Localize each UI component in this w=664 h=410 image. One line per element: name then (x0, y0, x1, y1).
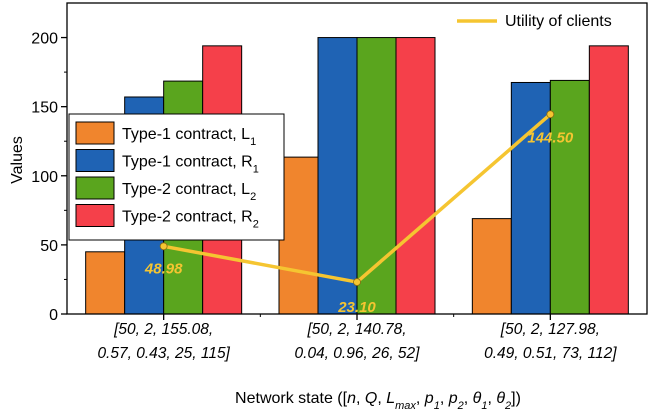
x-tick-label: 0.49, 0.51, 73, 112] (484, 345, 617, 362)
utility-data-label: 23.10 (337, 299, 376, 316)
bar-series-4-cat-3 (588, 45, 629, 315)
y-tick-label: 50 (40, 238, 58, 255)
legend-swatch (75, 121, 115, 145)
legend-label: Type-2 contract, R2 (122, 209, 259, 231)
utility-point (159, 242, 168, 251)
utility-point (353, 278, 361, 286)
utility-line-layer: 48.98 23.10 144.50 (144, 110, 574, 316)
utility-data-label: 144.50 (527, 129, 574, 146)
bar-series-4-cat-2 (395, 37, 436, 315)
x-tick-label: [50, 2, 155.08, (113, 321, 213, 338)
utility-point (546, 110, 555, 119)
legend-swatch (75, 176, 115, 200)
x-tick-label: [50, 2, 140.78, (306, 321, 406, 338)
legend-swatch (75, 204, 115, 227)
x-tick-label: 0.57, 0.43, 25, 115] (97, 345, 230, 362)
axes-layer: 0 50 100 150 200 [50, 2, 155.08, 0.57, 0.43, 2… (31, 2, 648, 362)
legend-label: Type-1 contract, L1 (122, 126, 256, 148)
bar-series-3-cat-2 (356, 37, 397, 315)
bar-series-2-cat-2 (317, 37, 358, 315)
legend-label: Type-1 contract, R1 (122, 154, 259, 176)
bar-series-1-cat-2 (278, 156, 319, 315)
bar-series-1-cat-1 (85, 251, 126, 315)
y-tick-label: 0 (49, 307, 58, 324)
bar-series-3-cat-3 (549, 79, 590, 315)
x-axis-title: Network state ([n, Q, Lmax, p1, p2, θ1, … (235, 390, 521, 410)
bar-series-1-cat-3 (471, 218, 512, 315)
y-tick-label: 200 (31, 31, 58, 48)
line-legend-label: Utility of clients (505, 13, 612, 30)
x-tick-label: [50, 2, 127.98, (500, 321, 600, 338)
y-axis-title: Values (9, 136, 26, 184)
utility-data-label: 48.98 (144, 260, 183, 277)
x-tick-label: 0.04, 0.96, 26, 52] (295, 345, 421, 362)
legend: Type-1 contract, L1 Type-1 contract, R1 Ty… (68, 113, 285, 241)
line-legend: Utility of clients (457, 13, 612, 30)
y-tick-label: 100 (31, 169, 58, 186)
y-tick-label: 150 (31, 100, 58, 117)
legend-label: Type-2 contract, L2 (122, 181, 256, 203)
legend-swatch (75, 149, 115, 172)
